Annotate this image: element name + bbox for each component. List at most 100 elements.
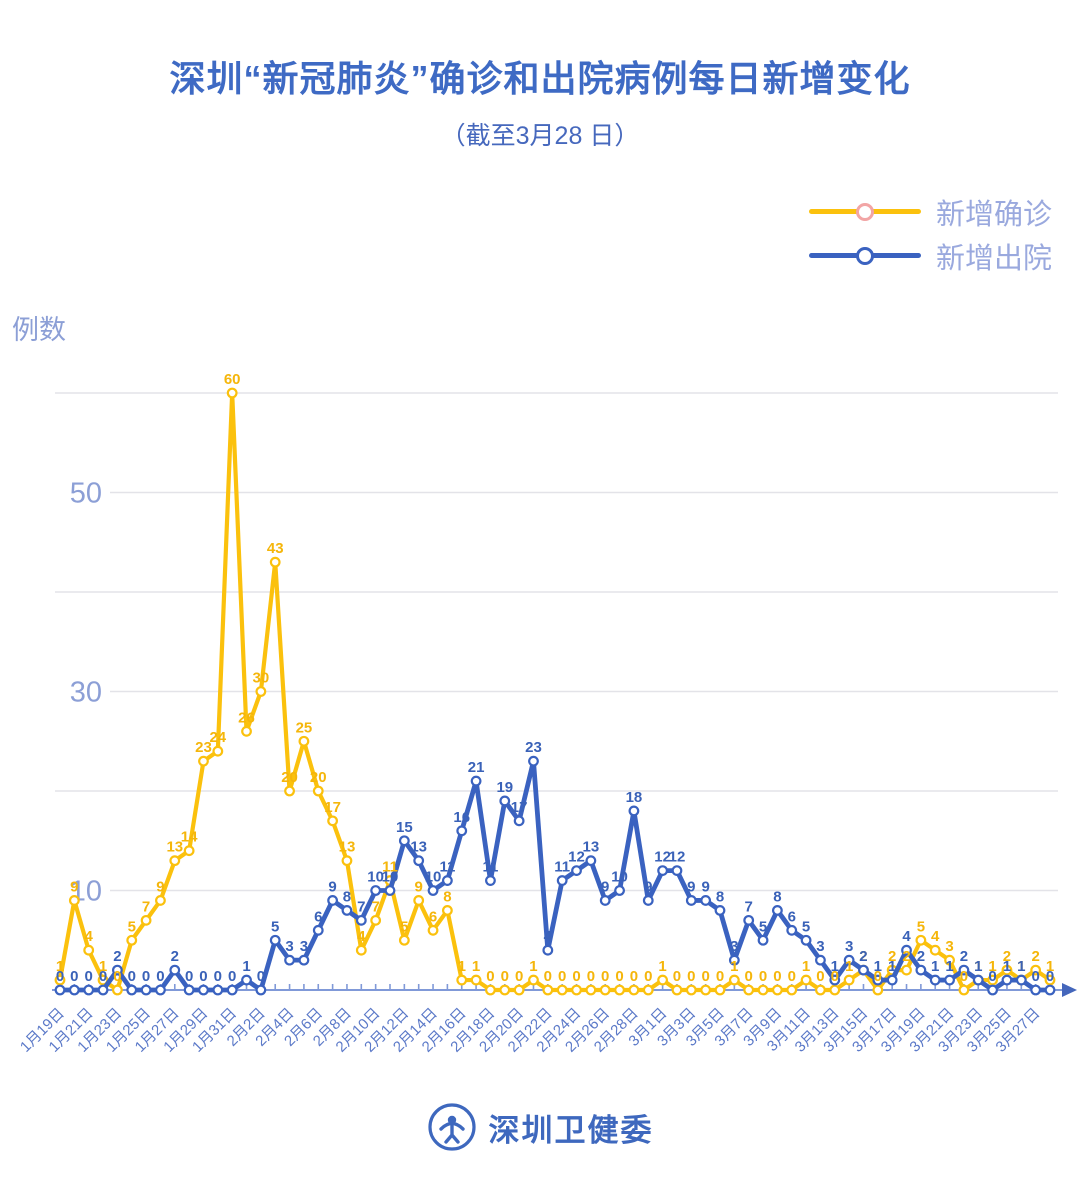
svg-text:25: 25 — [296, 719, 313, 736]
svg-text:0: 0 — [99, 968, 107, 985]
svg-text:0: 0 — [687, 968, 695, 985]
svg-text:7: 7 — [357, 898, 365, 915]
svg-text:10: 10 — [382, 869, 399, 886]
svg-text:6: 6 — [429, 908, 437, 925]
svg-text:2: 2 — [113, 948, 121, 965]
svg-text:3: 3 — [285, 938, 293, 955]
footer: 深圳卫健委 — [0, 1102, 1080, 1152]
svg-text:9: 9 — [415, 878, 423, 895]
svg-text:0: 0 — [1031, 968, 1039, 985]
svg-text:10: 10 — [611, 869, 628, 886]
svg-text:18: 18 — [626, 789, 643, 806]
svg-text:0: 0 — [70, 968, 78, 985]
svg-text:1: 1 — [529, 958, 537, 975]
svg-text:50: 50 — [70, 478, 102, 510]
y-axis-title: 例数 — [12, 315, 66, 345]
svg-text:5: 5 — [400, 918, 408, 935]
org-name: 深圳卫健委 — [488, 1112, 654, 1148]
legend-label-discharged: 新增出院 — [935, 242, 1052, 275]
svg-text:0: 0 — [199, 968, 207, 985]
svg-text:0: 0 — [515, 968, 523, 985]
svg-text:0: 0 — [673, 968, 681, 985]
svg-text:7: 7 — [371, 898, 379, 915]
svg-text:0: 0 — [601, 968, 609, 985]
svg-text:5: 5 — [271, 918, 279, 935]
svg-text:1: 1 — [845, 958, 853, 975]
legend-label-confirmed: 新增确诊 — [935, 198, 1052, 231]
svg-text:0: 0 — [1046, 968, 1054, 985]
svg-text:2: 2 — [960, 948, 968, 965]
svg-text:1: 1 — [802, 958, 810, 975]
svg-text:11: 11 — [439, 859, 455, 876]
svg-text:43: 43 — [267, 540, 284, 557]
svg-text:12: 12 — [669, 849, 686, 866]
svg-text:0: 0 — [572, 968, 580, 985]
svg-text:0: 0 — [558, 968, 566, 985]
gridlines — [55, 392, 1058, 892]
svg-text:0: 0 — [874, 968, 882, 985]
svg-text:3: 3 — [945, 938, 953, 955]
legend: 新增确诊 新增出院 — [808, 196, 1052, 275]
svg-text:1: 1 — [888, 958, 896, 975]
svg-text:5: 5 — [917, 918, 925, 935]
svg-text:9: 9 — [156, 878, 164, 895]
point-labels-confirmed: 1941057913142324602630432025201713471159… — [56, 371, 1054, 985]
svg-text:2: 2 — [859, 948, 867, 965]
svg-text:3: 3 — [300, 938, 308, 955]
svg-text:10: 10 — [425, 869, 442, 886]
svg-text:8: 8 — [716, 888, 724, 905]
svg-text:1: 1 — [730, 958, 738, 975]
svg-text:13: 13 — [410, 839, 427, 856]
svg-text:1: 1 — [458, 958, 466, 975]
svg-text:3: 3 — [845, 938, 853, 955]
svg-text:9: 9 — [601, 878, 609, 895]
legend-line-discharged — [808, 246, 921, 265]
svg-text:2: 2 — [859, 948, 867, 965]
svg-text:0: 0 — [988, 968, 996, 985]
svg-text:1: 1 — [974, 958, 982, 975]
svg-text:0: 0 — [960, 968, 968, 985]
svg-text:0: 0 — [128, 968, 136, 985]
svg-text:11: 11 — [554, 859, 570, 876]
svg-text:13: 13 — [583, 839, 600, 856]
svg-text:0: 0 — [228, 968, 236, 985]
svg-text:0: 0 — [85, 968, 93, 985]
svg-text:9: 9 — [701, 878, 709, 895]
svg-text:0: 0 — [816, 968, 824, 985]
svg-text:12: 12 — [568, 849, 585, 866]
svg-text:5: 5 — [802, 918, 810, 935]
svg-text:0: 0 — [214, 968, 222, 985]
svg-text:0: 0 — [185, 968, 193, 985]
svg-text:1: 1 — [988, 958, 996, 975]
svg-text:15: 15 — [396, 819, 413, 836]
svg-text:23: 23 — [525, 739, 542, 756]
svg-text:7: 7 — [745, 898, 753, 915]
legend-item-confirmed: 新增确诊 — [808, 196, 1052, 231]
svg-text:0: 0 — [56, 968, 64, 985]
svg-text:30: 30 — [253, 670, 270, 687]
svg-text:2: 2 — [917, 948, 925, 965]
svg-text:0: 0 — [701, 968, 709, 985]
svg-text:0: 0 — [544, 968, 552, 985]
svg-text:20: 20 — [281, 769, 298, 786]
svg-text:8: 8 — [343, 888, 351, 905]
svg-text:1: 1 — [1003, 958, 1011, 975]
svg-text:4: 4 — [357, 928, 366, 945]
svg-text:0: 0 — [156, 968, 164, 985]
svg-text:13: 13 — [339, 839, 356, 856]
svg-text:7: 7 — [142, 898, 150, 915]
svg-text:21: 21 — [468, 759, 485, 776]
svg-text:30: 30 — [70, 677, 102, 709]
legend-item-discharged: 新增出院 — [808, 240, 1052, 275]
svg-text:0: 0 — [644, 968, 652, 985]
svg-text:2: 2 — [171, 948, 179, 965]
svg-text:2: 2 — [1031, 948, 1039, 965]
org-logo-icon — [427, 1103, 476, 1151]
svg-text:8: 8 — [773, 888, 781, 905]
svg-text:2: 2 — [1003, 948, 1011, 965]
svg-text:1: 1 — [945, 958, 953, 975]
svg-text:12: 12 — [654, 849, 671, 866]
svg-text:0: 0 — [257, 968, 265, 985]
svg-text:19: 19 — [496, 779, 513, 796]
